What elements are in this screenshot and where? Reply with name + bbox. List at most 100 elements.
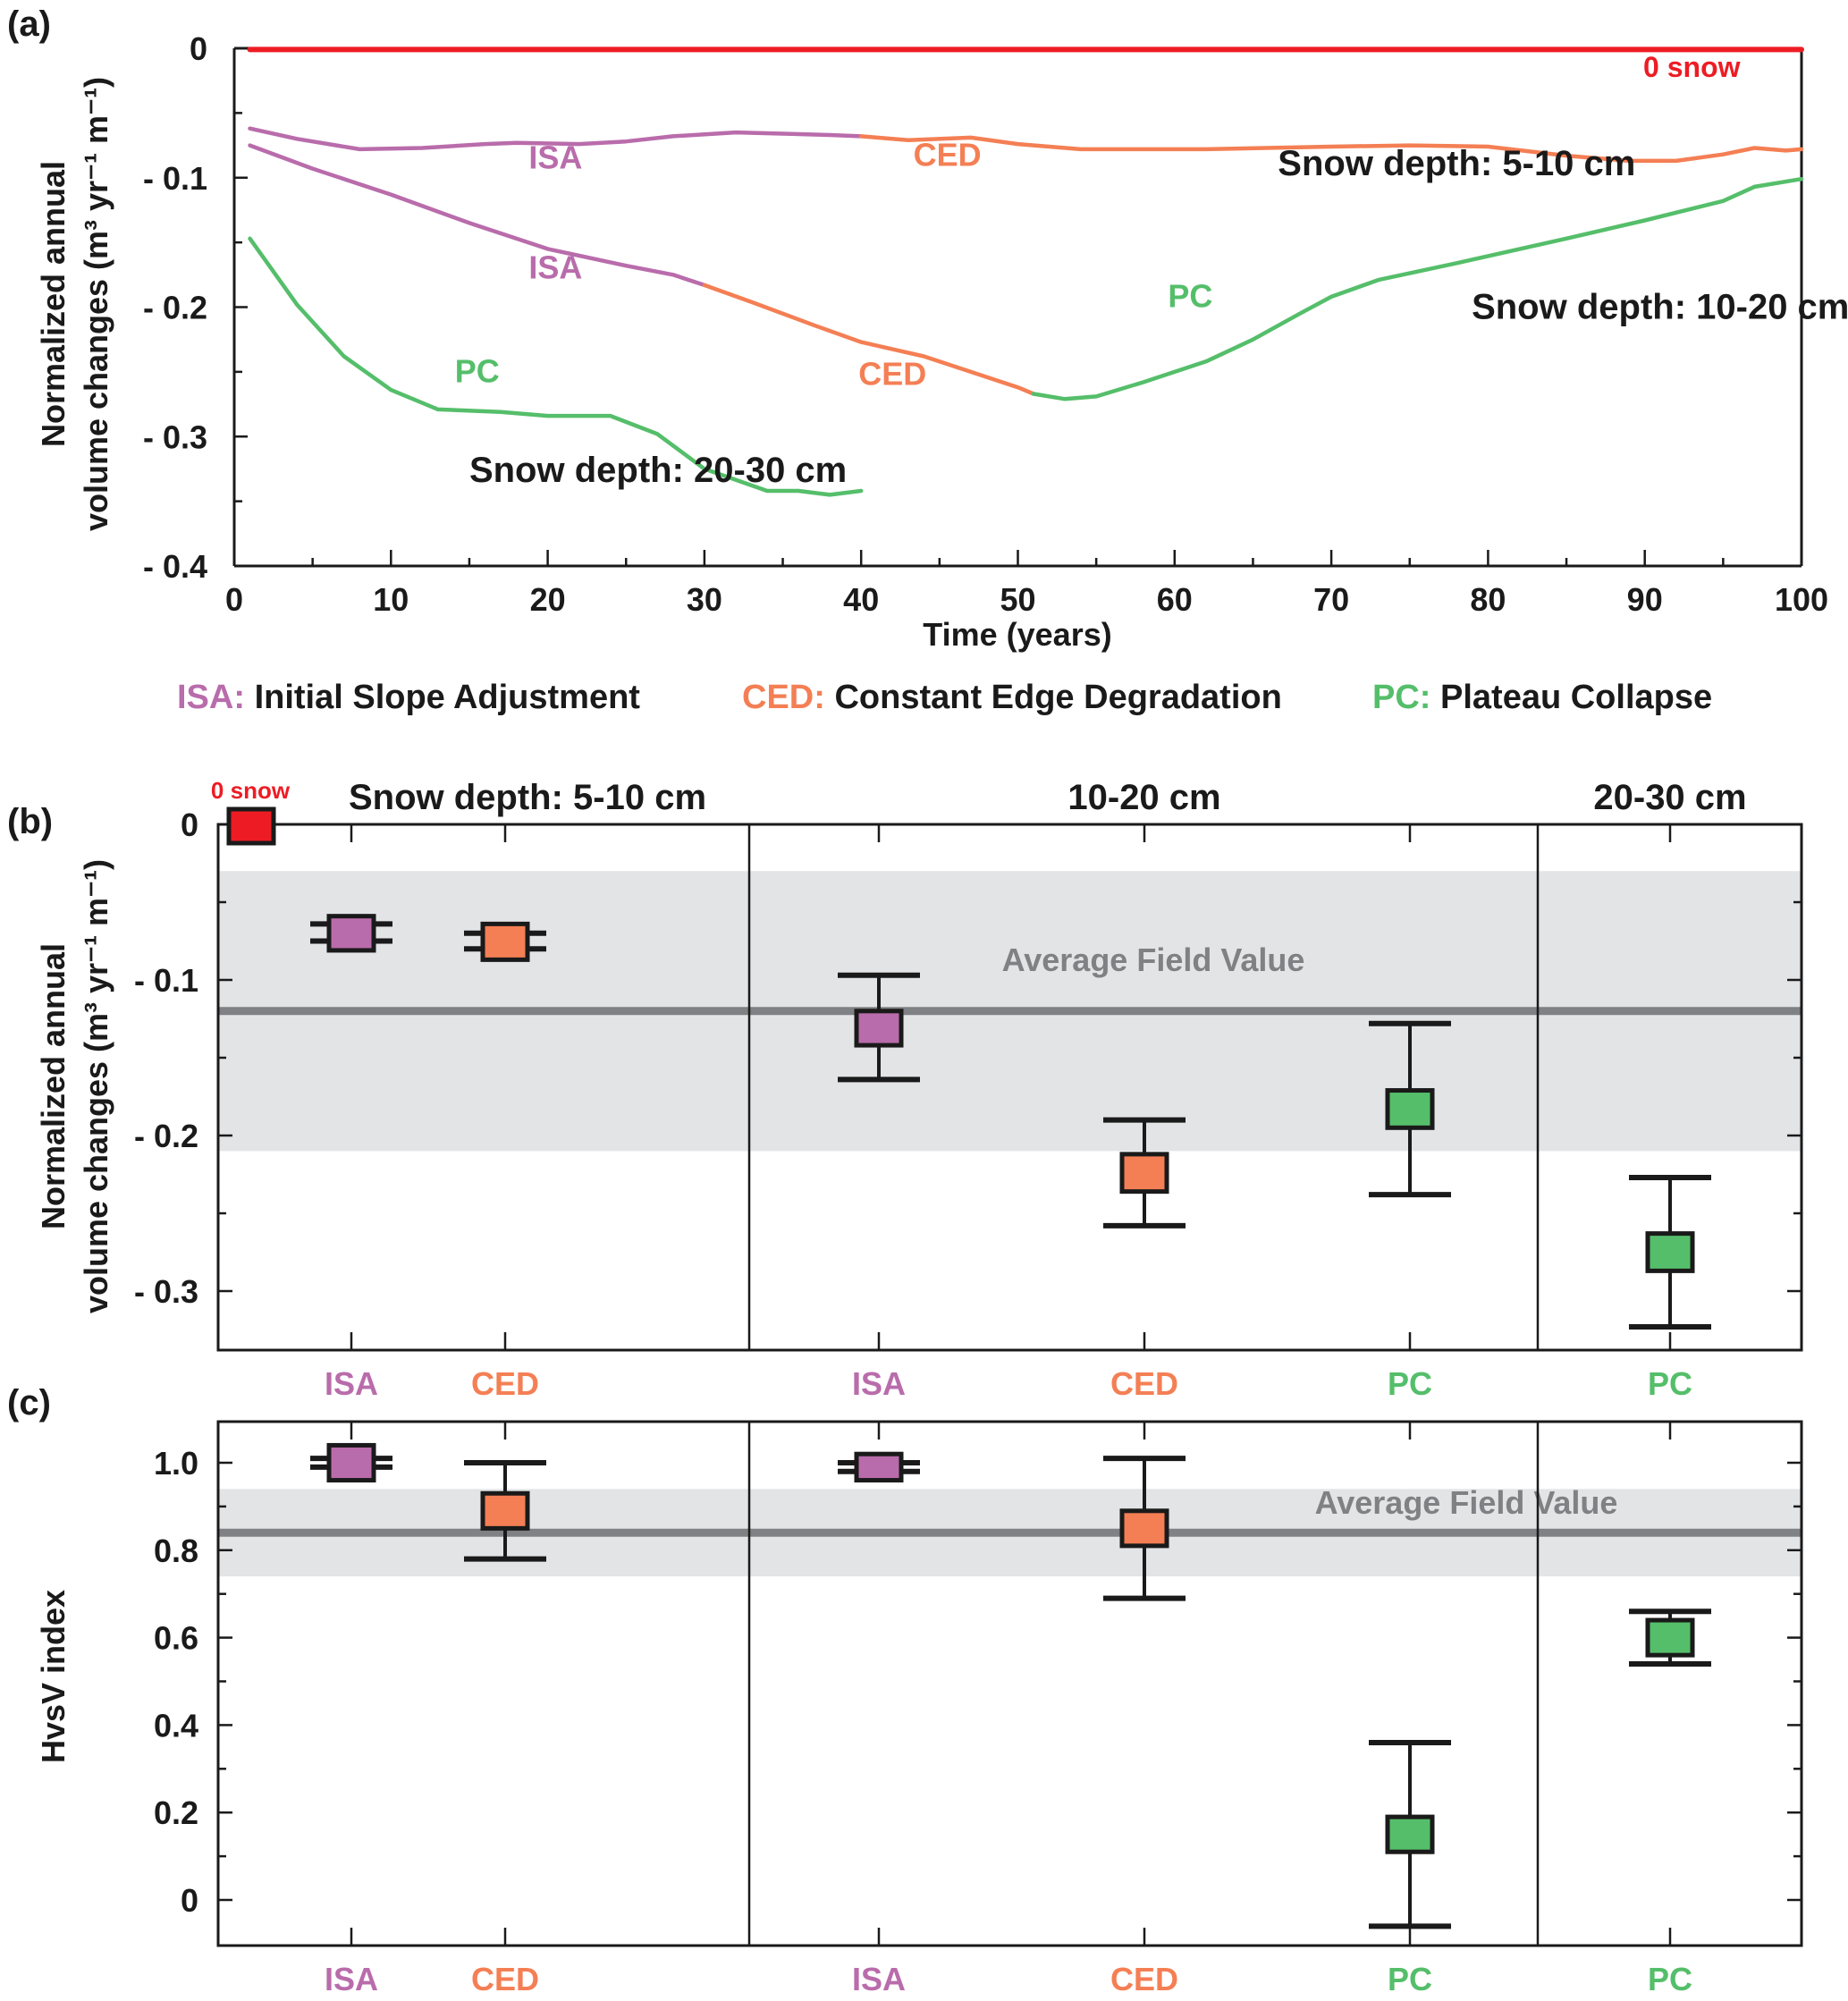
panel-c-y-tick-label: 0.8 bbox=[154, 1532, 198, 1569]
legend-name: Initial Slope Adjustment bbox=[255, 679, 641, 716]
panel-a-annotation: Snow depth: 10-20 cm bbox=[1472, 288, 1848, 327]
value-box bbox=[1385, 1814, 1435, 1854]
panel-c-plot-area: Average Field Value 1.0 0.8 0.6 0.4 0.2 0 ISA CE… bbox=[154, 1420, 1803, 1997]
panel-b-average-label: Average Field Value bbox=[1002, 941, 1305, 978]
panel-b-data-point-isa bbox=[310, 914, 392, 953]
panel-b-category-label: ISA bbox=[325, 1365, 378, 1402]
panel-c-y-tick-label: 0.4 bbox=[154, 1707, 198, 1743]
panel-a-x-tick-label: 100 bbox=[1775, 581, 1828, 618]
panel-a-x-tick-label: 30 bbox=[687, 581, 722, 618]
panel-b-data-point-pc bbox=[1369, 1020, 1451, 1198]
panel-a-line-segment-isa bbox=[248, 126, 864, 152]
panel-c-data-point-isa bbox=[310, 1442, 392, 1483]
value-box bbox=[1645, 1617, 1695, 1658]
panel-b-category-label: ISA bbox=[852, 1365, 906, 1402]
panel-a-x-tick-label: 0 bbox=[225, 581, 243, 618]
panel-a-annotation: Snow depth: 20-30 cm bbox=[469, 451, 847, 490]
panel-a-line-segment-isa bbox=[248, 143, 707, 288]
panel-b-category-label: CED bbox=[471, 1365, 539, 1402]
value-box bbox=[326, 1442, 376, 1483]
panel-a-x-tick-label: 80 bbox=[1470, 581, 1506, 618]
value-box bbox=[1119, 1508, 1169, 1549]
panel-b-y-axis-title: Normalized annual volume changes (m³ yr⁻… bbox=[35, 859, 114, 1313]
panel-a-x-tick-label: 70 bbox=[1313, 581, 1349, 618]
legend-item-ced: CED: Constant Edge Degradation bbox=[742, 679, 1282, 716]
panel-c-category-label: CED bbox=[1110, 1961, 1178, 1997]
panel-b-data-point-ced bbox=[1103, 1117, 1186, 1228]
panel-b-frame bbox=[216, 823, 1803, 1352]
legend-abbr: ISA: bbox=[177, 679, 255, 716]
panel-c-data-point-ced bbox=[464, 1460, 546, 1562]
panel-b-y-tick-label: - 0.1 bbox=[134, 962, 198, 999]
panel-b-y-tick-label: - 0.2 bbox=[134, 1118, 198, 1154]
panel-a-series-snow-depth-20-30-cm bbox=[248, 236, 864, 497]
value-box bbox=[854, 1451, 904, 1483]
panel-b-y-title-line1: Normalized annual bbox=[35, 943, 72, 1229]
legend-item-isa: ISA: Initial Slope Adjustment bbox=[177, 679, 640, 716]
panel-a-y-tick-label: - 0.1 bbox=[143, 160, 207, 197]
panel-a-x-tick-label: 90 bbox=[1627, 581, 1663, 618]
panel-a-annotation: Snow depth: 5-10 cm bbox=[1278, 144, 1635, 183]
panel-a-x-tick-label: 10 bbox=[373, 581, 409, 618]
panel-c-frame bbox=[216, 1420, 1803, 1947]
panel-a-y-tick-label: - 0.4 bbox=[143, 548, 207, 585]
value-box bbox=[1385, 1088, 1435, 1130]
panel-b-zero-snow-marker bbox=[226, 806, 276, 846]
panel-label-a: (a) bbox=[7, 4, 51, 44]
panel-c-average-label: Average Field Value bbox=[1315, 1484, 1618, 1521]
value-box bbox=[854, 1009, 904, 1048]
panel-b-y-tick-label: - 0.3 bbox=[134, 1273, 198, 1310]
panel-label-b: (b) bbox=[7, 802, 53, 841]
panel-a-plot-area: 0 10 20 30 40 50 60 70 80 90 100 0 - 0.1 - 0.2 - 0.3 - … bbox=[143, 30, 1848, 618]
panel-c-category-label: ISA bbox=[852, 1961, 906, 1997]
panel-a-y-tick-label: - 0.2 bbox=[143, 290, 207, 326]
legend-abbr: PC: bbox=[1372, 679, 1440, 716]
panel-a-series-snow-depth-10-20-cm bbox=[248, 143, 1804, 401]
panel-c-scatter-chart: (c) HvsV index Average Field Value 1.0 0.8… bbox=[7, 1383, 1803, 1997]
panel-a-y-title-line1: Normalized annual bbox=[35, 161, 72, 447]
panel-c-data-point-ced bbox=[1103, 1456, 1186, 1601]
panel-a-line-segment-ced bbox=[702, 283, 1036, 396]
panel-a-line-segment-ced bbox=[858, 134, 1804, 164]
panel-a-annotation: CED bbox=[858, 355, 926, 392]
panel-c-data-point-pc bbox=[1629, 1608, 1711, 1667]
value-box bbox=[1645, 1231, 1695, 1273]
panel-a-line-segment-pc bbox=[1031, 176, 1804, 401]
panel-b-data-point-ced bbox=[464, 921, 546, 962]
value-box bbox=[1119, 1152, 1169, 1195]
legend-name: Plateau Collapse bbox=[1440, 679, 1712, 716]
panel-b-group-label: Snow depth: 5-10 cm bbox=[349, 778, 706, 817]
panel-a-x-tick-label: 60 bbox=[1157, 581, 1193, 618]
panel-c-category-label: PC bbox=[1648, 1961, 1692, 1997]
panel-a-y-tick-label: 0 bbox=[190, 30, 207, 67]
panel-b-zero-snow-label: 0 snow bbox=[211, 777, 291, 804]
panel-b-data-point-pc bbox=[1629, 1174, 1711, 1330]
panel-a-x-tick-label: 20 bbox=[530, 581, 566, 618]
value-box bbox=[326, 914, 376, 953]
panel-label-c: (c) bbox=[7, 1383, 51, 1423]
legend-item-pc: PC: Plateau Collapse bbox=[1372, 679, 1712, 716]
panel-a-x-tick-label: 40 bbox=[843, 581, 879, 618]
panel-a-annotation: ISA bbox=[528, 139, 582, 176]
panel-a-annotation: ISA bbox=[528, 249, 582, 286]
panel-b-plot-area: Average Field Value 0 - 0.1 - 0.2 - 0.3 ISA CE… bbox=[134, 777, 1803, 1402]
value-box bbox=[480, 921, 530, 962]
panel-c-y-tick-label: 0.6 bbox=[154, 1620, 198, 1657]
panel-c-category-label: PC bbox=[1388, 1961, 1432, 1997]
legend-abbr: CED: bbox=[742, 679, 834, 716]
panel-a-y-tick-label: - 0.3 bbox=[143, 418, 207, 455]
panel-b-category-label: CED bbox=[1110, 1365, 1178, 1402]
panel-c-y-tick-label: 1.0 bbox=[154, 1445, 198, 1482]
panel-b-group-label: 20-30 cm bbox=[1593, 778, 1746, 817]
panel-b-scatter-chart: (b) Normalized annual volume changes (m³… bbox=[7, 777, 1803, 1402]
panel-a-annotation: CED bbox=[914, 137, 982, 173]
panel-c-data-point-pc bbox=[1369, 1739, 1451, 1929]
panel-c-y-tick-label: 0.2 bbox=[154, 1794, 198, 1831]
panel-b-group-label: 10-20 cm bbox=[1067, 778, 1220, 817]
legend-name: Constant Edge Degradation bbox=[834, 679, 1281, 716]
legend: ISA: Initial Slope Adjustment CED: Consta… bbox=[177, 679, 1712, 716]
panel-a-y-title-line2: volume changes (m³ yr⁻¹ m⁻¹) bbox=[78, 77, 114, 531]
panel-c-data-point-isa bbox=[838, 1451, 920, 1483]
panel-b-data-point-isa bbox=[838, 972, 920, 1083]
